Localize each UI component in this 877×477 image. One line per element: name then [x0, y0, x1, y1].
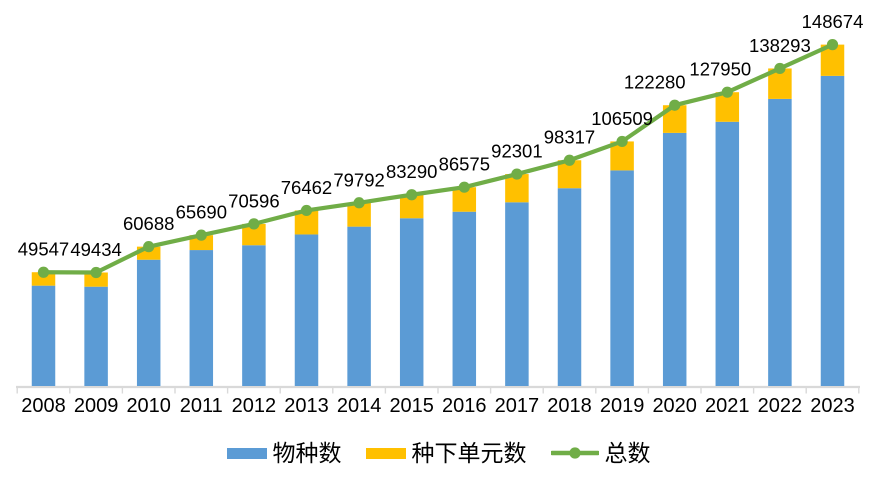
legend-line-marker-icon: [550, 447, 599, 459]
legend-swatch-infraspecific: [365, 447, 406, 459]
total-label-2010: 60688: [123, 213, 174, 234]
x-tick-label-2016: 2016: [442, 395, 487, 417]
x-tick-label-2014: 2014: [337, 395, 382, 417]
bar-species-2014: [347, 226, 371, 386]
x-tick-label-2022: 2022: [758, 395, 803, 417]
bar-infraspecific-2011: [189, 235, 214, 251]
bar-infraspecific-2015: [399, 194, 424, 219]
total-marker-2023: [826, 39, 839, 51]
bar-infraspecific-2009: [84, 272, 108, 287]
chart-legend: 物种数 种下单元数 总数: [0, 436, 877, 470]
total-label-2017: 92301: [491, 141, 542, 162]
total-marker-2018: [563, 154, 576, 166]
bar-species-2008: [31, 285, 56, 386]
bar-infraspecific-2008: [31, 272, 56, 286]
x-tick-label-2011: 2011: [180, 395, 223, 417]
bar-infraspecific-2019: [610, 141, 634, 171]
bar-species-2017: [505, 202, 529, 386]
legend-label-species: 物种数: [272, 439, 342, 466]
bar-infraspecific-2013: [294, 210, 319, 235]
bar-infraspecific-2023: [820, 44, 845, 76]
total-marker-2010: [143, 241, 155, 253]
bar-species-2018: [557, 188, 582, 386]
bar-species-2022: [768, 98, 792, 387]
bar-species-2012: [242, 245, 266, 386]
bar-infraspecific-2012: [242, 223, 266, 246]
bar-species-2023: [820, 75, 845, 387]
bar-infraspecific-2018: [557, 160, 582, 189]
total-label-2022: 138293: [749, 35, 811, 56]
x-tick-label-2008: 2008: [21, 395, 66, 417]
total-label-2014: 79792: [333, 169, 384, 190]
x-tick-label-2017: 2017: [495, 395, 540, 417]
bar-species-2019: [610, 170, 634, 386]
total-marker-2012: [248, 218, 260, 230]
total-marker-2014: [353, 197, 365, 209]
total-marker-2008: [37, 266, 50, 278]
bar-infraspecific-2014: [347, 202, 371, 227]
bar-infraspecific-2022: [768, 68, 792, 99]
bar-species-2015: [399, 218, 424, 386]
total-marker-2017: [511, 168, 523, 180]
total-marker-2020: [669, 99, 681, 111]
total-label-2021: 127950: [689, 59, 751, 80]
bar-species-2020: [662, 132, 687, 386]
x-tick-label-2020: 2020: [652, 395, 697, 417]
legend-item-infraspecific: 种下单元数: [365, 439, 527, 466]
total-label-2020: 122280: [624, 72, 686, 93]
bar-species-2010: [136, 259, 161, 386]
total-label-2011: 65690: [176, 202, 227, 223]
total-label-2013: 76462: [281, 177, 332, 198]
x-tick-label-2009: 2009: [74, 395, 119, 417]
total-label-2019: 106509: [591, 108, 653, 129]
x-tick-label-2018: 2018: [547, 395, 592, 417]
bar-species-2021: [715, 121, 740, 386]
total-label-2012: 70596: [228, 190, 279, 211]
stacked-bar-line-chart: 49547 2008 49434 2009 60688 2010 65690 2011 7059…: [16, 11, 864, 417]
total-marker-2015: [406, 189, 418, 201]
total-label-2018: 98317: [544, 127, 595, 148]
total-marker-2016: [458, 181, 470, 193]
legend-swatch-species: [226, 447, 267, 459]
bar-infraspecific-2020: [662, 105, 687, 133]
legend-label-total: 总数: [604, 439, 651, 466]
x-tick-label-2015: 2015: [389, 395, 434, 417]
bar-infraspecific-2016: [452, 187, 477, 212]
x-tick-label-2010: 2010: [126, 395, 171, 417]
x-tick-label-2013: 2013: [284, 395, 329, 417]
total-label-2023: 148674: [802, 11, 864, 32]
total-marker-2013: [300, 204, 313, 217]
total-marker-2021: [721, 86, 733, 98]
bar-infraspecific-2021: [715, 92, 740, 122]
x-tick-label-2023: 2023: [810, 395, 855, 417]
total-line: [41, 42, 835, 275]
legend-item-total: 总数: [550, 439, 651, 466]
total-marker-2022: [774, 62, 786, 75]
legend-label-infraspecific: 种下单元数: [411, 439, 527, 466]
bar-infraspecific-2017: [505, 174, 529, 203]
total-marker-2019: [616, 135, 628, 148]
total-label-2016: 86575: [439, 154, 490, 175]
x-tick-label-2021: 2021: [705, 395, 750, 417]
total-marker-2009: [90, 266, 102, 279]
total-marker-2011: [195, 229, 207, 241]
x-tick-label-2019: 2019: [600, 395, 645, 417]
bar-species-2016: [452, 211, 477, 386]
x-tick-label-2012: 2012: [232, 395, 277, 417]
total-label-2015: 83290: [386, 161, 437, 182]
total-label-2008: 49547: [18, 239, 69, 260]
bar-species-2011: [189, 250, 214, 386]
bar-species-2013: [294, 234, 319, 386]
total-label-2009: 49434: [70, 239, 121, 260]
legend-item-species: 物种数: [226, 439, 342, 466]
bar-species-2009: [84, 286, 108, 386]
